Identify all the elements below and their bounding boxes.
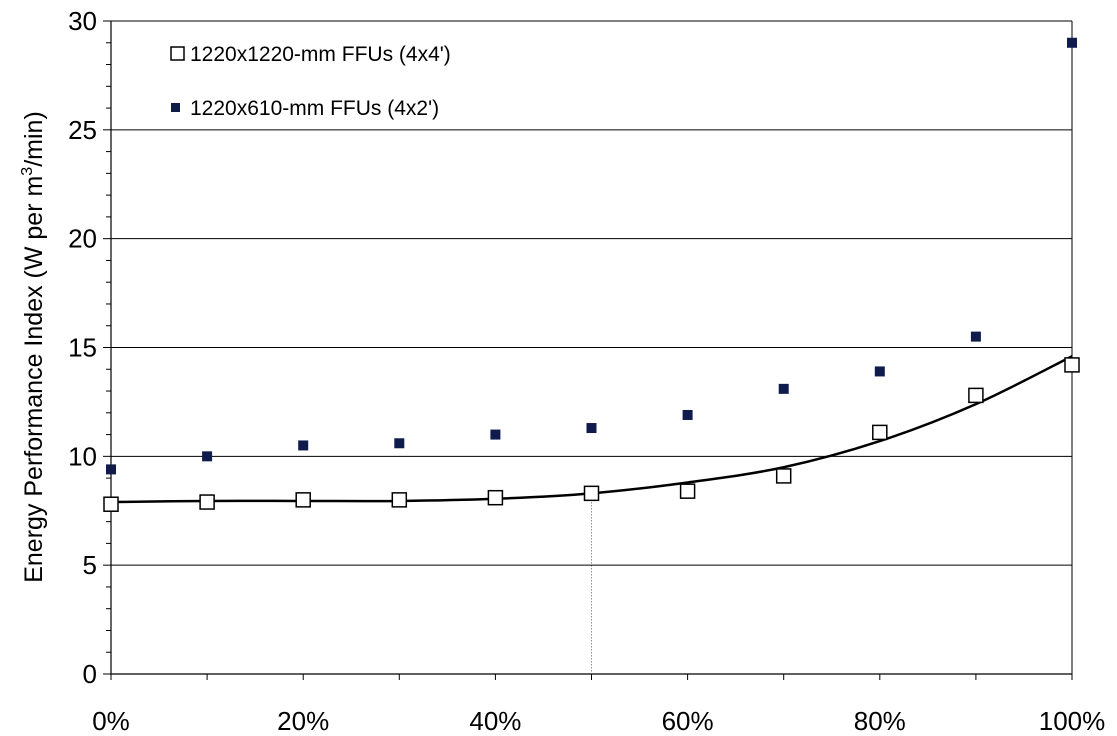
point-4x2 (394, 438, 405, 449)
x-tick-label: 100% (1039, 706, 1106, 736)
point-4x4 (295, 492, 311, 508)
y-axis-label-superscript: 3 (19, 167, 36, 176)
y-tick-label: 20 (68, 224, 97, 254)
tick-labels: 0 5 10 15 20 25 30 0% 20% 40% 60% 80% 100% (68, 6, 1105, 736)
point-4x2 (202, 451, 213, 462)
x-tick-label: 20% (277, 706, 329, 736)
x-tick-label: 0% (92, 706, 130, 736)
point-4x4 (679, 483, 696, 499)
point-4x4 (199, 494, 215, 510)
y-tick-label: 25 (68, 115, 97, 145)
x-tick-label: 40% (469, 706, 521, 736)
point-4x4 (775, 468, 792, 484)
y-tick-label: 0 (83, 659, 97, 689)
series-marks (103, 37, 1080, 512)
legend-open-square-icon (170, 46, 185, 61)
y-axis-label-main: Energy Performance Index (W per m (20, 176, 48, 583)
y-tick-label: 5 (83, 550, 97, 580)
point-4x2 (970, 331, 981, 342)
gridlines (111, 20, 1072, 566)
point-4x2 (490, 429, 501, 440)
y-tick-label: 10 (68, 441, 97, 471)
legend-label-4x2: 1220x610-mm FFUs (4x2') (190, 97, 439, 120)
legend-item-4x2: 1220x610-mm FFUs (4x2') (171, 97, 439, 120)
x-tick-label: 80% (854, 706, 906, 736)
point-4x4 (1064, 357, 1080, 373)
point-4x4 (583, 485, 600, 502)
y-axis-label: Energy Performance Index (W per m3/min) (19, 111, 48, 583)
point-4x2 (106, 464, 116, 475)
legend-label-4x4: 1220x1220-mm FFUs (4x4') (190, 43, 451, 66)
point-4x4 (487, 489, 504, 506)
legend: 1220x1220-mm FFUs (4x4') 1220x610-mm FFU… (170, 43, 451, 120)
point-4x2 (778, 383, 789, 394)
point-4x2 (298, 440, 309, 451)
ticks (103, 20, 1073, 680)
point-4x2 (1067, 37, 1077, 48)
x-tick-label: 60% (662, 706, 714, 736)
y-tick-label: 30 (68, 6, 97, 36)
point-4x2 (682, 409, 693, 420)
legend-filled-square-icon (171, 103, 180, 112)
point-4x4 (968, 387, 984, 404)
y-axis-label-tail: /min) (20, 111, 48, 167)
point-4x2 (586, 423, 597, 434)
point-4x4 (391, 492, 408, 508)
y-tick-label: 15 (68, 333, 97, 363)
point-4x4 (103, 496, 119, 512)
point-4x2 (874, 366, 885, 377)
point-4x4 (872, 424, 888, 441)
legend-item-4x4: 1220x1220-mm FFUs (4x4') (170, 43, 451, 66)
